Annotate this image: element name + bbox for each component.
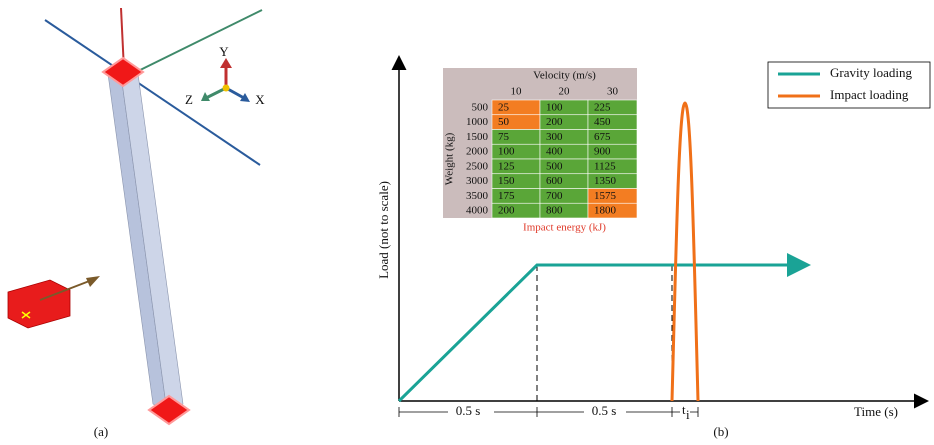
gravity-curve xyxy=(399,265,805,401)
panel-label: (b) xyxy=(713,424,728,439)
axis-y-label: Y xyxy=(219,44,229,59)
table-cell-value: 675 xyxy=(594,131,611,143)
legend-label: Gravity loading xyxy=(830,65,912,80)
table-cell-value: 150 xyxy=(498,175,515,187)
impact-duration-subscript: i xyxy=(686,407,690,422)
table-cell-value: 300 xyxy=(546,131,563,143)
table-cell-value: 225 xyxy=(594,101,611,113)
energy-table: Velocity (m/s) 10 20 30 Weight (kg) 500 25 100 2… xyxy=(443,68,637,234)
table-row-header: 500 xyxy=(472,101,489,113)
table-row-header: 4000 xyxy=(466,205,489,217)
table-cell-value: 100 xyxy=(498,146,515,158)
table-cell-value: 200 xyxy=(546,116,563,128)
table-cell-value: 700 xyxy=(546,190,563,202)
table-cell-value: 75 xyxy=(498,131,510,143)
table-row-header: 3500 xyxy=(466,190,489,202)
table-cell-value: 500 xyxy=(546,160,563,172)
impact-curve xyxy=(672,103,698,401)
axis-z-label: Z xyxy=(185,92,193,107)
y-axis-title: Load (not to scale) xyxy=(376,181,391,279)
table-cell-value: 800 xyxy=(546,205,563,217)
dimension-lines xyxy=(399,407,698,417)
table-column-header: 30 xyxy=(607,86,619,98)
legend-label: Impact loading xyxy=(830,87,909,102)
table-caption: Impact energy (kJ) xyxy=(523,222,606,234)
x-axis-title: Time (s) xyxy=(854,404,898,419)
table-cell-value: 1125 xyxy=(594,160,616,172)
table-row-title: Weight (kg) xyxy=(444,132,456,185)
table-cell-value: 1575 xyxy=(594,190,617,202)
table-cell-value: 25 xyxy=(498,101,510,113)
table-cell-value: 125 xyxy=(498,160,515,172)
table-cell-value: 175 xyxy=(498,190,515,202)
table-row-header: 1000 xyxy=(466,116,489,128)
table-row-header: 2500 xyxy=(466,160,489,172)
interval-label: 0.5 s xyxy=(456,403,481,418)
model-view xyxy=(8,8,262,424)
table-cell-value: 1350 xyxy=(594,175,617,187)
table-row-header: 2000 xyxy=(466,146,489,158)
table-row-header: 1500 xyxy=(466,131,489,143)
table-cell-value: 400 xyxy=(546,146,563,158)
table-cell-value: 1800 xyxy=(594,205,617,217)
table-row-header: 3000 xyxy=(466,175,489,187)
table-column-header: 20 xyxy=(559,86,571,98)
table-column-header: 10 xyxy=(511,86,523,98)
table-column-title: Velocity (m/s) xyxy=(533,70,596,82)
table-cell-value: 600 xyxy=(546,175,563,187)
table-cell-value: 900 xyxy=(594,146,611,158)
table-cell-value: 100 xyxy=(546,101,563,113)
figure: Y Z X (a) Load (not to scale) Time (s) 0… xyxy=(0,0,934,445)
table-cell-value: 200 xyxy=(498,205,515,217)
panel-label: (a) xyxy=(94,424,108,439)
table-cell-value: 450 xyxy=(594,116,611,128)
axis-x-label: X xyxy=(255,92,265,107)
interval-label: 0.5 s xyxy=(592,403,617,418)
table-cell-value: 50 xyxy=(498,116,510,128)
